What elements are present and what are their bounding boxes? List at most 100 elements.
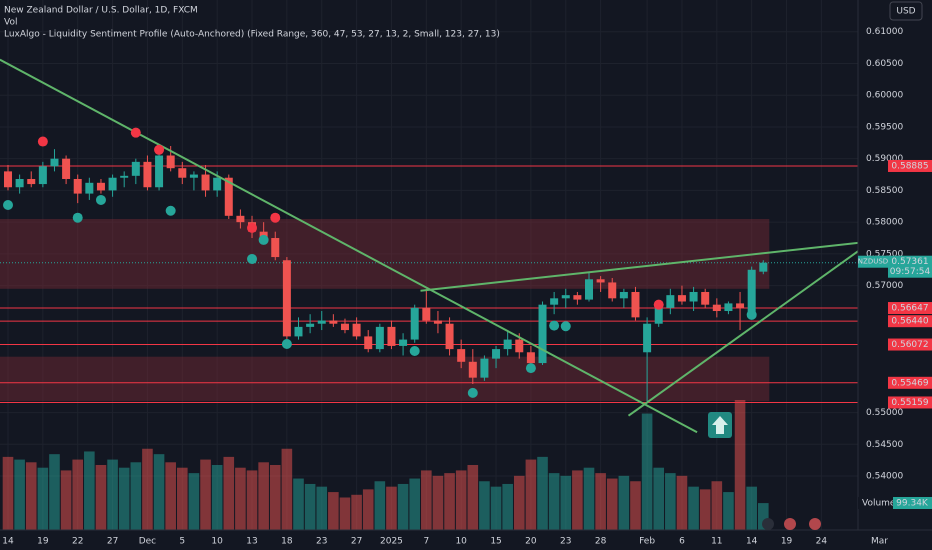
candle-body: [155, 155, 164, 188]
candle-body: [689, 291, 698, 302]
candle-body: [96, 182, 105, 191]
pivot-marker: [258, 234, 269, 245]
volume-bar: [444, 473, 455, 530]
x-tick-label: 23: [560, 537, 571, 547]
x-tick-label: 6: [679, 537, 685, 547]
y-tick-label: 0.59500: [866, 122, 903, 132]
volume-bar: [351, 494, 362, 530]
candle-body: [236, 215, 245, 223]
volume-bar: [653, 467, 665, 530]
candle-body: [364, 336, 373, 350]
candle-body: [352, 323, 361, 337]
volume-bar: [49, 454, 60, 530]
volume-value: 99.34K: [896, 499, 929, 509]
countdown: 09:57:54: [890, 267, 931, 277]
candle-body: [480, 358, 489, 378]
candle-body: [608, 282, 617, 299]
volume-bar: [711, 481, 723, 530]
icon[interactable]: [809, 518, 821, 530]
x-tick-label: 14: [746, 537, 758, 547]
volume-bar: [606, 478, 618, 530]
symbol: NZDUSD: [858, 258, 888, 266]
candle-body: [38, 166, 47, 185]
candle-body: [4, 171, 12, 188]
volume-bar: [479, 481, 490, 530]
x-tick-label: 24: [816, 537, 828, 547]
volume-bar: [118, 467, 130, 530]
y-tick-label: 0.58000: [866, 218, 903, 228]
volume-bar: [2, 456, 14, 530]
y-tick-label: 0.55000: [866, 408, 903, 418]
x-tick-label: 27: [351, 537, 362, 547]
volume-bar: [72, 459, 84, 530]
volume-bar: [281, 448, 293, 530]
volume-bar: [258, 462, 269, 530]
volume-bar: [153, 454, 165, 530]
volume-bar: [455, 470, 467, 530]
candle-body: [457, 349, 466, 362]
zones: [0, 218, 770, 402]
candle-body: [492, 349, 501, 359]
candle-body: [143, 161, 152, 188]
volume-bar: [211, 465, 223, 530]
pivot-marker: [247, 253, 258, 264]
last-price-box: [888, 255, 932, 278]
volume-bar: [328, 492, 339, 530]
volume-bar: [223, 456, 235, 530]
volume-bar: [560, 475, 572, 530]
trendlines: [0, 58, 858, 434]
icon[interactable]: [762, 518, 774, 530]
pivot-marker: [3, 200, 13, 211]
y-tick-label: 0.60000: [866, 91, 903, 101]
volume-bar: [490, 486, 502, 530]
pivot-marker: [130, 127, 141, 138]
volume-bar: [235, 467, 246, 530]
level-label-box: [888, 159, 932, 172]
x-tick-label: 7: [423, 537, 429, 547]
x-tick-label: 14: [2, 537, 14, 547]
candle-body: [201, 174, 210, 191]
candle-body: [736, 303, 745, 308]
volume-label-box: [858, 497, 893, 509]
currency-button[interactable]: [889, 1, 923, 21]
candle-body: [27, 178, 36, 185]
x-tick-label: 23: [316, 537, 327, 547]
candle-body: [747, 269, 756, 315]
candle-body: [259, 231, 268, 239]
volume-bar: [107, 459, 118, 530]
pivot-marker: [270, 212, 281, 223]
volume-bar: [316, 486, 328, 530]
volume-bar: [339, 497, 351, 530]
candles: [4, 145, 768, 402]
candle-body: [224, 177, 233, 216]
volume-bar: [641, 413, 653, 530]
chart-title: New Zealand Dollar / U.S. Dollar, 1D, FX…: [4, 6, 198, 16]
candle-body: [631, 291, 640, 318]
candle-body: [50, 158, 59, 167]
level-label-box: [888, 376, 932, 389]
volume-bar: [397, 483, 409, 530]
volume-bar: [37, 467, 49, 530]
volume-bar: [513, 475, 525, 530]
liquidity-zone: [0, 218, 770, 289]
icon[interactable]: [784, 518, 796, 530]
volume-bar: [188, 473, 200, 530]
pivot-marker: [549, 320, 560, 331]
level-label-box: [888, 338, 932, 351]
x-tick-label: 20: [525, 537, 537, 547]
volume-bar: [409, 478, 420, 530]
candle-body: [387, 326, 396, 346]
candle-body: [677, 295, 686, 302]
volume-bar: [421, 470, 432, 530]
volume-bar: [200, 459, 211, 530]
volume-bar: [688, 486, 699, 530]
volume-bar: [386, 486, 397, 530]
pivot-marker: [37, 136, 48, 147]
currency[interactable]: USD: [896, 7, 915, 17]
volume-bar: [177, 467, 188, 530]
candle-body: [271, 238, 280, 258]
volume-bar: [142, 448, 153, 530]
x-tick-label: 13: [246, 537, 257, 547]
y-tick-label: 0.57500: [866, 249, 903, 259]
volume-bar: [467, 465, 479, 530]
